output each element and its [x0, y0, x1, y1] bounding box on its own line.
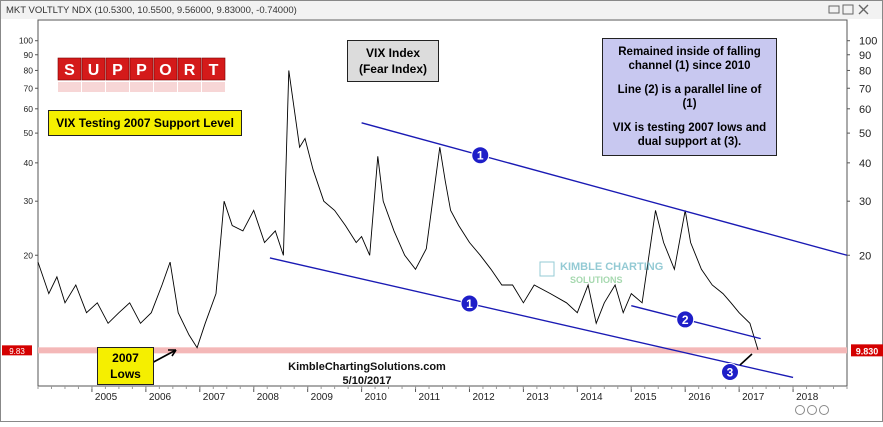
x-tick-label: 2012 [472, 392, 495, 403]
source-credit: KimbleChartingSolutions.com 5/10/2017 [262, 360, 472, 388]
vix-index-label: VIX Index (Fear Index) [347, 40, 439, 82]
support-reflection [178, 82, 201, 92]
zoom-control-icon [795, 405, 805, 415]
x-tick-label: 2017 [742, 392, 765, 403]
series-header-label: MKT VOLTLTY NDX (10.5300, 10.5500, 9.560… [6, 5, 297, 16]
watermark-line1: KIMBLE CHARTING [560, 261, 663, 273]
x-tick-label: 2014 [580, 392, 603, 403]
lows-line2: Lows [110, 367, 141, 381]
x-tick-label: 2011 [419, 392, 441, 403]
y-tick-label-right: 40 [859, 158, 871, 170]
x-tick-label: 2009 [311, 392, 334, 403]
x-tick-label: 2016 [688, 392, 711, 403]
y-tick-label-right: 50 [859, 128, 871, 140]
analysis-note: Remained inside of falling channel (1) s… [602, 38, 777, 156]
y-tick-label-left: 70 [24, 83, 34, 93]
line-marker-1 [460, 294, 479, 313]
x-tick-label: 2013 [526, 392, 549, 403]
support-letter: O [159, 62, 171, 79]
y-tick-label-right: 20 [859, 250, 871, 262]
price-tag-right [851, 344, 883, 357]
support-cube [153, 57, 178, 81]
x-tick-label: 2018 [796, 392, 819, 403]
marker-label: 1 [477, 149, 484, 163]
support-letter: P [136, 62, 147, 79]
support-letter: T [209, 62, 219, 79]
x-tick-label: 2010 [365, 392, 388, 403]
source-url: KimbleChartingSolutions.com [288, 361, 446, 373]
y-tick-label-left: 100 [19, 36, 33, 46]
x-tick-label: 2008 [257, 392, 280, 403]
lows-line1: 2007 [112, 351, 139, 365]
support-cube [57, 57, 82, 81]
x-tick-label: 2015 [634, 392, 657, 403]
watermark-logo-icon [539, 261, 555, 277]
support-reflection [58, 82, 81, 92]
support-cube [81, 57, 106, 81]
channel-line-2 [269, 257, 794, 379]
zoom-control-icon [807, 405, 817, 415]
lows-arrow-head [168, 349, 177, 357]
price-tag-left [2, 345, 32, 356]
minimize-icon [828, 5, 840, 14]
y-tick-label-left: 50 [24, 128, 34, 138]
y-tick-label-left: 40 [24, 158, 34, 168]
marker-label: 3 [727, 366, 734, 380]
y-tick-label-left: 90 [24, 50, 34, 60]
lows-label: 2007 Lows [97, 347, 154, 385]
restore-icon [842, 4, 854, 15]
note-line2: Line (2) is a parallel line of (1) [617, 84, 762, 110]
support-cube [105, 57, 130, 81]
support-letter: U [88, 62, 100, 79]
y-tick-label-right: 80 [859, 65, 871, 77]
support-cube [201, 57, 226, 81]
y-tick-label-left: 30 [24, 196, 34, 206]
vix-label-line1: VIX Index [365, 46, 421, 60]
note-line1: Remained inside of falling channel (1) s… [618, 46, 761, 72]
support-reflection [154, 82, 177, 92]
note-line3: VIX is testing 2007 lows and dual suppor… [612, 122, 767, 148]
marker3-arrow [739, 353, 753, 366]
vix-label-line2: (Fear Index) [358, 62, 427, 76]
y-tick-label-left: 20 [24, 250, 34, 260]
line-marker-3 [721, 363, 739, 381]
support-letter: P [112, 62, 123, 79]
support-band [38, 347, 847, 354]
y-tick-label-left: 80 [24, 65, 34, 75]
y-tick-label-right: 100 [859, 36, 877, 48]
price-tag-right-value: 9.830 [856, 346, 879, 356]
channel-line-1 [361, 122, 848, 256]
x-tick-label: 2006 [149, 392, 172, 403]
x-tick-label: 2007 [203, 392, 226, 403]
support-letter: R [184, 62, 196, 79]
x-tick-label: 2005 [95, 392, 118, 403]
zoom-control-icon [819, 405, 829, 415]
channel-line-3 [631, 305, 761, 340]
support-reflection [202, 82, 225, 92]
y-tick-label-left: 60 [24, 104, 34, 114]
line-marker-2 [676, 310, 695, 329]
header-bar [1, 1, 882, 19]
support-caption: VIX Testing 2007 Support Level [48, 110, 242, 136]
marker-label: 2 [682, 313, 689, 327]
y-tick-label-right: 60 [859, 104, 871, 116]
y-tick-label-right: 30 [859, 196, 871, 208]
support-cube [177, 57, 202, 81]
source-date: 5/10/2017 [342, 375, 392, 387]
y-tick-label-right: 90 [859, 50, 871, 62]
y-tick-label-right: 70 [859, 83, 871, 95]
watermark-line2: SOLUTIONS [570, 275, 623, 285]
close-icon [858, 4, 869, 15]
price-tag-left-value: 9.83 [9, 347, 25, 356]
support-letter: S [64, 62, 75, 79]
line-marker-1 [471, 146, 490, 165]
support-reflection [82, 82, 105, 92]
support-reflection [106, 82, 129, 92]
support-reflection [130, 82, 153, 92]
vix-price-line [37, 70, 759, 351]
marker-label: 1 [466, 297, 473, 311]
support-cube [129, 57, 154, 81]
